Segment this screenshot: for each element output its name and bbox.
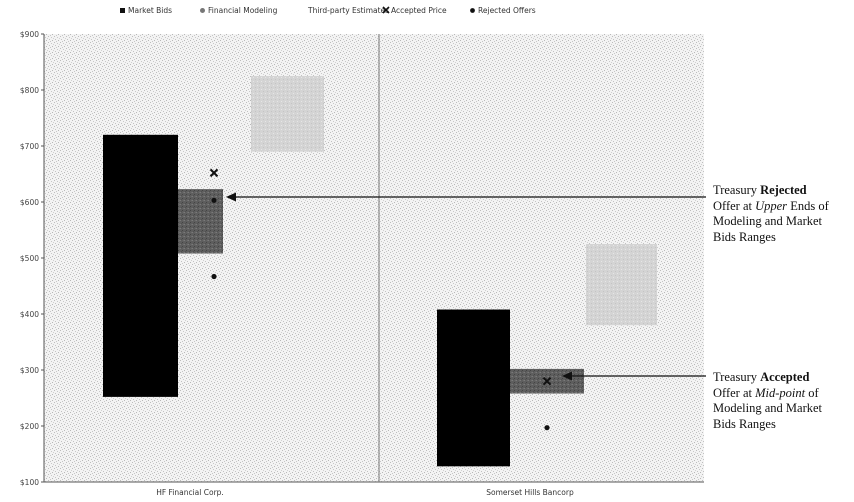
annotation-line: Modeling and Market: [713, 214, 829, 230]
third-party-estimate-bar: [586, 244, 657, 325]
annotation-text: Rejected: [760, 183, 807, 197]
annotation-text: Modeling and Market: [713, 214, 822, 228]
annotation-line: Offer at Mid-point of: [713, 386, 822, 402]
legend-label: Market Bids: [128, 6, 172, 15]
financial-modeling-bar: [178, 189, 223, 253]
annotation-line: Bids Ranges: [713, 230, 829, 246]
annotation-text: Offer at: [713, 199, 755, 213]
annotation-text: of: [805, 386, 819, 400]
y-tick-label: $700: [20, 142, 39, 151]
annotation-text: Bids Ranges: [713, 230, 776, 244]
legend-label: Rejected Offers: [478, 6, 536, 15]
y-tick-label: $800: [20, 86, 39, 95]
annotation-text: Ends of: [787, 199, 829, 213]
y-tick-label: $300: [20, 366, 39, 375]
legend-swatch-circle: [200, 8, 205, 13]
annotation-line: Offer at Upper Ends of: [713, 199, 829, 215]
annotation-text: Offer at: [713, 386, 755, 400]
annotation-text: Treasury: [713, 183, 760, 197]
y-tick-label: $400: [20, 310, 39, 319]
annotation-line: Treasury Rejected: [713, 183, 829, 199]
annotation-text: Mid-point: [755, 386, 805, 400]
annotation-line: Treasury Accepted: [713, 370, 822, 386]
legend-label: Financial Modeling: [208, 6, 278, 15]
legend: Market Bids Financial Modeling Third-party…: [120, 6, 536, 15]
legend-swatch-dot: [470, 8, 475, 13]
y-tick-label: $600: [20, 198, 39, 207]
annotation-text: Treasury: [713, 370, 760, 384]
annotation-text: Bids Ranges: [713, 417, 776, 431]
annotation-accepted: Treasury Accepted Offer at Mid-point of Mo…: [713, 370, 822, 432]
annotation-text: Modeling and Market: [713, 401, 822, 415]
rejected-offer-dot: [544, 425, 549, 430]
x-category-label: HF Financial Corp.: [156, 488, 224, 497]
x-category-label: Somerset Hills Bancorp: [486, 488, 574, 497]
annotation-line: Bids Ranges: [713, 417, 822, 433]
annotation-rejected: Treasury Rejected Offer at Upper Ends of M…: [713, 183, 829, 245]
third-party-estimate-bar: [251, 76, 324, 152]
y-tick-label: $500: [20, 254, 39, 263]
y-tick-label: $900: [20, 30, 39, 39]
rejected-offer-dot: [211, 198, 216, 203]
legend-swatch-square: [120, 8, 125, 13]
legend-label: Third-party Estimates: [307, 6, 389, 15]
annotation-text: Accepted: [760, 370, 809, 384]
legend-label: Accepted Price: [391, 6, 447, 15]
y-tick-label: $100: [20, 478, 39, 487]
rejected-offer-dot: [211, 274, 216, 279]
market-bids-bar: [103, 135, 178, 397]
annotation-text: Upper: [755, 199, 787, 213]
y-tick-label: $200: [20, 422, 39, 431]
annotation-line: Modeling and Market: [713, 401, 822, 417]
market-bids-bar: [437, 310, 510, 467]
